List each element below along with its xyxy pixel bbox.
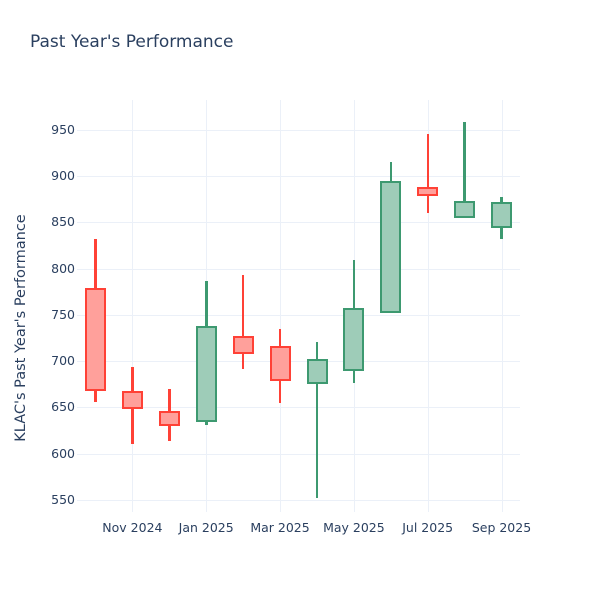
x-gridline [280, 100, 281, 512]
x-gridline [132, 100, 134, 512]
candle-body [195, 325, 217, 423]
y-gridline [77, 500, 520, 501]
y-gridline [77, 129, 520, 131]
y-tick-label: 700 [51, 353, 75, 369]
y-gridline [77, 407, 520, 409]
x-tick-label: May 2025 [323, 520, 385, 535]
candle-body [85, 287, 106, 391]
candle-wick [426, 134, 429, 213]
candle-wick [463, 122, 466, 218]
x-tick-label: Nov 2024 [102, 520, 163, 535]
x-gridline [501, 100, 503, 512]
candle-body [306, 359, 328, 385]
x-tick-label: Sep 2025 [471, 520, 532, 535]
candle-body [121, 390, 143, 410]
y-tick-label: 950 [51, 121, 75, 137]
x-tick-label: Jan 2025 [178, 520, 234, 535]
y-gridline [77, 361, 520, 363]
candle-wick [241, 275, 245, 369]
y-gridline [77, 314, 520, 316]
candle-body [454, 200, 476, 218]
y-tick-label: 850 [51, 214, 75, 230]
y-gridline [77, 453, 520, 455]
candle-wick [315, 341, 319, 499]
candle-body [491, 201, 512, 228]
y-tick-label: 600 [51, 445, 75, 461]
x-tick-label: Jul 2025 [402, 520, 454, 535]
x-tick-label: Mar 2025 [250, 520, 310, 535]
candle-body [158, 411, 180, 426]
y-tick-label: 750 [51, 306, 75, 322]
y-gridline [77, 268, 520, 270]
y-tick-label: 900 [51, 167, 75, 183]
y-tick-label: 800 [51, 260, 75, 276]
x-gridline [427, 100, 429, 512]
y-gridline [77, 175, 520, 177]
candle-body [417, 187, 439, 197]
y-tick-label: 650 [51, 399, 75, 415]
candle-body [269, 346, 291, 382]
plot-area[interactable] [77, 100, 520, 512]
chart-title: Past Year's Performance [30, 32, 234, 52]
y-tick-label: 550 [51, 492, 75, 507]
candle-body [232, 336, 254, 354]
y-gridline [77, 222, 520, 224]
candle-body [343, 308, 365, 372]
candle-body [380, 180, 402, 313]
